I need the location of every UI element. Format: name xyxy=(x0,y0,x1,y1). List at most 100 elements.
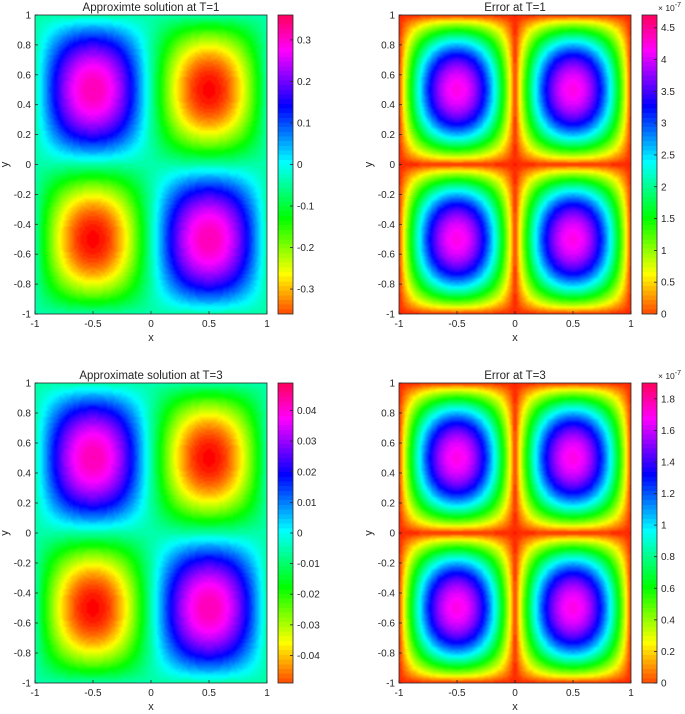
x-tick-label: -1 xyxy=(395,319,404,330)
colorbar-tick-label: -0.03 xyxy=(297,620,320,631)
y-tick-label: 0.8 xyxy=(381,409,395,420)
y-axis-label: y xyxy=(0,161,11,167)
colorbar-tick-label: 0.2 xyxy=(661,647,675,658)
colorbar-tick-label: 4.5 xyxy=(661,23,675,34)
colorbar-tick-label: 0.4 xyxy=(661,615,675,626)
y-tick-label: -0.4 xyxy=(14,220,32,231)
x-tick-label: -1 xyxy=(31,688,40,699)
y-tick-label: -0.2 xyxy=(378,190,396,201)
y-tick-label: 1 xyxy=(25,11,31,22)
x-tick-label: 1 xyxy=(628,688,634,699)
x-axis-label: x xyxy=(512,332,518,344)
y-tick-label: 0.8 xyxy=(17,40,31,51)
x-axis-label: x xyxy=(148,701,154,713)
colorbar-tick-label: 1 xyxy=(661,521,667,532)
colorbar-tick-label: 0.03 xyxy=(297,437,317,448)
colorbar-3 xyxy=(642,383,657,683)
y-tick-label: 0.2 xyxy=(17,499,31,510)
y-tick-label: 0.4 xyxy=(17,100,31,111)
colorbar-exponent-label: × 10-7 xyxy=(658,370,681,381)
y-tick-label: 0 xyxy=(389,160,395,171)
colorbar-tick-label: -0.3 xyxy=(297,285,315,296)
x-tick-label: -0.5 xyxy=(84,688,102,699)
y-tick-label: -0.6 xyxy=(378,619,396,630)
y-tick-label: 0.6 xyxy=(381,70,395,81)
x-tick-label: 1 xyxy=(264,319,270,330)
colorbar-tick-label: 3.5 xyxy=(661,87,675,98)
colorbar-exponent-label: × 10-7 xyxy=(658,2,681,13)
y-tick-label: -1 xyxy=(22,679,31,690)
colorbar-tick-label: -0.1 xyxy=(297,202,315,213)
colorbar-tick-label: 0.2 xyxy=(297,77,311,88)
x-tick-label: 1 xyxy=(264,688,270,699)
x-tick-label: -0.5 xyxy=(448,688,466,699)
colorbar-tick-label: 0.8 xyxy=(661,552,675,563)
colorbar-tick-label: 0.1 xyxy=(297,118,311,129)
colorbar-exponent-power: -7 xyxy=(675,370,681,377)
x-tick-label: -0.5 xyxy=(84,319,102,330)
y-tick-label: -0.2 xyxy=(378,559,396,570)
y-axis-label: y xyxy=(363,161,375,167)
y-tick-label: -0.6 xyxy=(14,250,32,261)
x-axis-label: x xyxy=(148,332,154,344)
colorbar-tick-label: 1.4 xyxy=(661,457,675,468)
y-tick-label: -0.4 xyxy=(378,220,396,231)
panel-title-1: Error at T=1 xyxy=(484,2,545,14)
colorbar-tick-label: 1.2 xyxy=(661,489,675,500)
panel-title-3: Error at T=3 xyxy=(484,370,545,382)
x-tick-label: 0 xyxy=(148,688,154,699)
colorbar-tick-label: 3 xyxy=(661,119,667,130)
y-tick-label: -0.6 xyxy=(14,619,32,630)
colorbar-tick-label: 0 xyxy=(297,160,303,171)
panel-title-2: Approximate solution at T=3 xyxy=(79,370,222,382)
x-tick-label: 0.5 xyxy=(566,319,580,330)
heatmap-field-2 xyxy=(35,383,267,683)
y-tick-label: 0.6 xyxy=(17,70,31,81)
y-tick-label: 1 xyxy=(25,379,31,390)
x-tick-label: 0 xyxy=(148,319,154,330)
colorbar-tick-label: 2 xyxy=(661,182,667,193)
colorbar-tick-label: 1 xyxy=(661,246,667,257)
y-tick-label: -0.6 xyxy=(378,250,396,261)
colorbar-tick-label: 0.01 xyxy=(297,498,317,509)
colorbar-0 xyxy=(278,15,293,314)
y-tick-label: -0.2 xyxy=(14,190,32,201)
x-tick-label: 0 xyxy=(512,688,518,699)
colorbar-tick-label: 0.04 xyxy=(297,406,317,417)
colorbar-tick-label: 0.5 xyxy=(661,278,675,289)
y-axis-label: y xyxy=(363,530,375,536)
colorbar-tick-label: 1.6 xyxy=(661,426,675,437)
colorbar-exponent-power: -7 xyxy=(675,2,681,9)
y-tick-label: 0.4 xyxy=(381,469,395,480)
colorbar-tick-label: 0 xyxy=(661,679,667,690)
colorbar-tick-label: -0.2 xyxy=(297,243,315,254)
y-tick-label: -1 xyxy=(386,310,395,321)
panel-title-0: Approximte solution at T=1 xyxy=(83,2,220,14)
y-tick-label: -1 xyxy=(22,310,31,321)
colorbar-tick-label: -0.04 xyxy=(297,651,320,662)
colorbar-tick-label: 1.5 xyxy=(661,214,675,225)
y-tick-label: -0.4 xyxy=(378,589,396,600)
x-tick-label: -1 xyxy=(395,688,404,699)
x-axis-label: x xyxy=(512,701,518,713)
y-tick-label: -0.8 xyxy=(14,649,32,660)
heatmap-field-3 xyxy=(399,383,631,683)
y-tick-label: -0.4 xyxy=(14,589,32,600)
y-tick-label: -0.8 xyxy=(378,649,396,660)
x-tick-label: 0.5 xyxy=(202,688,216,699)
y-tick-label: -1 xyxy=(386,679,395,690)
x-tick-label: 1 xyxy=(628,319,634,330)
heatmap-field-0 xyxy=(35,15,267,314)
y-tick-label: 1 xyxy=(389,11,395,22)
y-tick-label: 0.2 xyxy=(381,499,395,510)
x-tick-label: -1 xyxy=(31,319,40,330)
colorbar-tick-label: 0 xyxy=(297,529,303,540)
y-tick-label: 0 xyxy=(389,529,395,540)
colorbar-tick-label: 0.3 xyxy=(297,35,311,46)
colorbar-tick-label: -0.02 xyxy=(297,590,320,601)
colorbar-tick-label: 0 xyxy=(661,310,667,321)
y-tick-label: 0.4 xyxy=(381,100,395,111)
y-tick-label: 0 xyxy=(25,160,31,171)
colorbar-1 xyxy=(642,15,657,314)
